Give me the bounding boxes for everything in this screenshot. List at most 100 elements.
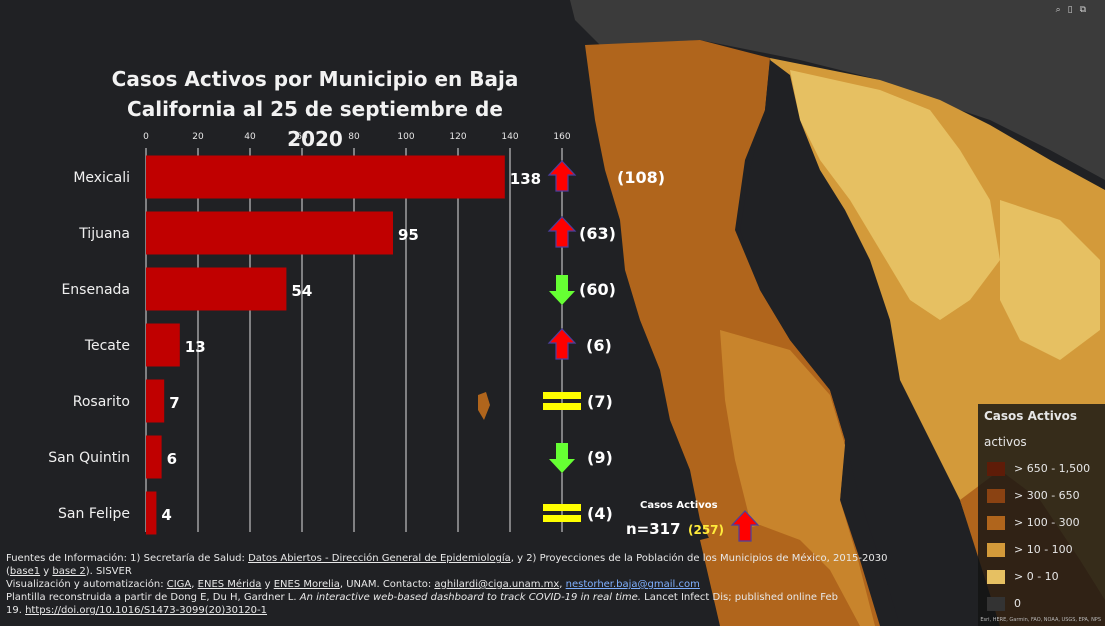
category-label: Mexicali xyxy=(73,170,130,186)
x-axis-ticks: 0 20 40 60 80 100 120 140 160 xyxy=(143,132,571,142)
legend-label: > 0 - 10 xyxy=(1014,570,1059,583)
category-label: Ensenada xyxy=(61,282,130,298)
total-label: Casos Activos xyxy=(640,500,718,511)
x-tick-label: 20 xyxy=(192,132,204,142)
footer-line-4: Plantilla reconstruida a partir de Dong … xyxy=(6,592,838,603)
map-baja-tip xyxy=(700,525,860,626)
bar xyxy=(146,379,165,423)
map-attribution: Esri, HERE, Garmin, FAO, NOAA, USGS, EPA… xyxy=(980,617,1101,623)
category-labels: Mexicali Tijuana Ensenada Tecate Rosarito San… xyxy=(48,170,130,522)
value-label: 95 xyxy=(398,226,419,244)
contact-email-1-link[interactable]: aghilardi@ciga.unam.mx xyxy=(434,579,560,590)
bar xyxy=(146,211,393,255)
bar xyxy=(146,491,157,535)
legend-swatch xyxy=(987,543,1005,557)
legend-label: > 650 - 1,500 xyxy=(1014,462,1091,475)
arrow-up-icon xyxy=(547,216,577,248)
legend-subtitle: activos xyxy=(984,435,1027,449)
previous-value-label: (60) xyxy=(579,280,616,299)
total-value: n=317 xyxy=(626,520,681,538)
legend-label: > 10 - 100 xyxy=(1014,543,1073,556)
x-tick-label: 80 xyxy=(348,132,360,142)
x-tick-label: 160 xyxy=(553,132,570,142)
base1-link[interactable]: base1 xyxy=(9,566,41,577)
bookmark-icon[interactable]: ▯ xyxy=(1067,5,1080,15)
bar xyxy=(146,323,180,367)
x-tick-label: 100 xyxy=(397,132,414,142)
arrow-up-icon xyxy=(547,160,577,192)
category-label: Tijuana xyxy=(78,226,130,242)
value-label: 6 xyxy=(167,450,177,468)
enes-morelia-link[interactable]: ENES Morelia xyxy=(273,579,340,590)
contact-email-2-link[interactable]: nestorher.baja@gmail.com xyxy=(565,579,700,590)
value-label: 13 xyxy=(185,338,206,356)
value-labels: 138 95 54 13 7 6 4 xyxy=(161,170,541,524)
equal-icon xyxy=(543,392,581,410)
map-land-north xyxy=(570,0,1105,180)
map-gulf xyxy=(740,60,1000,626)
category-label: Tecate xyxy=(84,338,130,354)
chart-grid xyxy=(145,148,563,532)
map-island xyxy=(478,392,490,420)
previous-value-label: (7) xyxy=(587,392,613,411)
footer-line-1: Fuentes de Información: 1) Secretaría de… xyxy=(6,553,888,564)
bar xyxy=(146,435,162,479)
legend-label: 0 xyxy=(1014,597,1021,610)
arrow-down-icon xyxy=(549,443,575,473)
legend-swatch xyxy=(987,570,1005,584)
previous-values: (108) (63) (60) (6) (7) (9) (4) xyxy=(579,168,665,523)
previous-value-label: (63) xyxy=(579,224,616,243)
base2-link[interactable]: base 2 xyxy=(52,566,86,577)
x-tick-label: 120 xyxy=(449,132,466,142)
enes-merida-link[interactable]: ENES Mérida xyxy=(197,579,262,590)
equal-icon xyxy=(543,504,581,522)
map-legend: Casos Activos activos > 650 - 1,500 > 300… xyxy=(978,404,1105,626)
map-sonora-light xyxy=(790,70,1000,320)
legend-label: > 100 - 300 xyxy=(1014,516,1080,529)
trend-icons xyxy=(543,160,581,522)
bar xyxy=(146,155,505,199)
expand-icon[interactable]: ⧉ xyxy=(1079,5,1093,15)
legend-swatch xyxy=(987,489,1005,503)
footer-line-5: 19. https://doi.org/10.1016/S1473-3099(2… xyxy=(6,605,268,616)
x-tick-label: 140 xyxy=(501,132,518,142)
footer-sources: Fuentes de Información: 1) Secretaría de… xyxy=(6,552,906,617)
x-tick-label: 40 xyxy=(244,132,256,142)
footer-line-2: (base1 y base 2). SISVER xyxy=(6,566,132,577)
category-label: San Felipe xyxy=(58,506,130,522)
search-icon[interactable]: ⌕ xyxy=(1055,5,1068,15)
bar xyxy=(146,267,287,311)
map-baja-south xyxy=(720,330,875,626)
arrow-down-icon xyxy=(549,275,575,305)
doi-link[interactable]: https://doi.org/10.1016/S1473-3099(20)30… xyxy=(25,605,268,616)
footer-line-3: Visualización y automatización: CIGA, EN… xyxy=(6,579,700,590)
datos-abiertos-link[interactable]: Datos Abiertos - Dirección General de Ep… xyxy=(248,553,511,564)
total-trend xyxy=(730,510,760,542)
chart-title: Casos Activos por Municipio en Baja Cali… xyxy=(111,67,519,151)
legend-label: > 300 - 650 xyxy=(1014,489,1080,502)
arrow-up-icon xyxy=(730,510,760,542)
legend-swatch xyxy=(987,516,1005,530)
bars xyxy=(146,155,505,535)
previous-value-label: (108) xyxy=(617,168,665,187)
value-label: 54 xyxy=(291,282,312,300)
map-toolbar: ⌕▯⧉ xyxy=(1056,5,1093,15)
value-label: 7 xyxy=(169,394,179,412)
previous-value-label: (6) xyxy=(586,336,612,355)
category-label: San Quintin xyxy=(48,450,130,466)
value-label: 138 xyxy=(510,170,541,188)
previous-value-label: (4) xyxy=(587,504,613,523)
legend-title: Casos Activos xyxy=(984,409,1078,423)
arrow-up-icon xyxy=(547,328,577,360)
total-previous: (257) xyxy=(688,523,725,537)
x-tick-label: 0 xyxy=(143,132,149,142)
value-label: 4 xyxy=(161,506,171,524)
map-sonora-light-2 xyxy=(1000,200,1100,360)
legend-swatch xyxy=(987,597,1005,611)
category-label: Rosarito xyxy=(73,394,130,410)
map-island-2 xyxy=(745,478,758,500)
x-tick-label: 60 xyxy=(296,132,308,142)
ciga-link[interactable]: CIGA xyxy=(166,579,192,590)
legend-swatch xyxy=(987,462,1005,476)
